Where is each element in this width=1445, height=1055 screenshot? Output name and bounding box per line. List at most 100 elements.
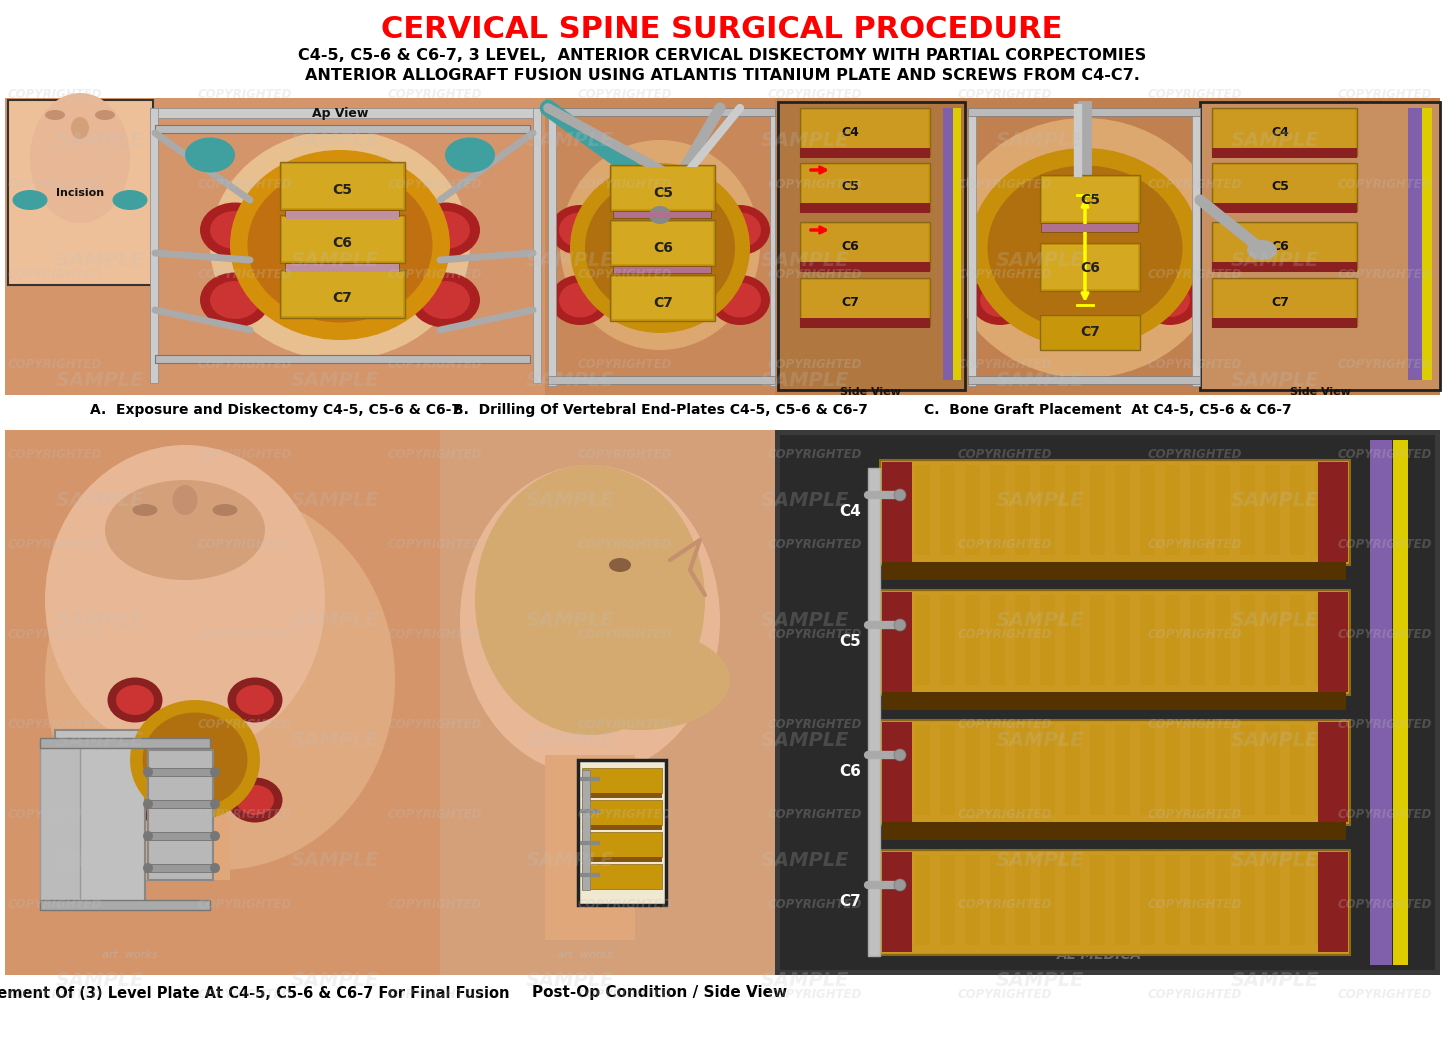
Bar (582, 800, 662, 825)
Text: COPYRIGHTED: COPYRIGHTED (198, 989, 292, 1001)
Text: COPYRIGHTED: COPYRIGHTED (7, 269, 103, 282)
Ellipse shape (236, 785, 275, 816)
Ellipse shape (212, 504, 237, 516)
Text: COPYRIGHTED: COPYRIGHTED (958, 538, 1052, 552)
Text: SAMPLE: SAMPLE (526, 131, 614, 150)
Text: C5: C5 (332, 183, 353, 197)
Ellipse shape (172, 485, 198, 515)
Text: SAMPLE: SAMPLE (56, 971, 144, 990)
Ellipse shape (720, 283, 762, 318)
Bar (144, 800, 215, 808)
Bar (1040, 315, 1140, 350)
Ellipse shape (230, 150, 449, 340)
Bar (802, 165, 928, 207)
Bar (1212, 262, 1357, 272)
Bar (941, 725, 955, 816)
Text: SAMPLE: SAMPLE (1231, 250, 1319, 269)
Bar (582, 770, 590, 890)
Bar (1140, 465, 1155, 555)
Bar (1040, 175, 1140, 223)
Bar (582, 857, 662, 862)
Bar (582, 793, 662, 798)
Bar (1065, 855, 1079, 945)
Text: C4: C4 (1272, 126, 1289, 138)
Bar (915, 595, 931, 685)
Text: COPYRIGHTED: COPYRIGHTED (578, 538, 672, 552)
Text: COPYRIGHTED: COPYRIGHTED (1338, 269, 1432, 282)
Bar (1014, 855, 1030, 945)
Bar (944, 108, 954, 380)
Ellipse shape (1150, 283, 1191, 316)
Ellipse shape (980, 213, 1020, 247)
Text: COPYRIGHTED: COPYRIGHTED (387, 269, 483, 282)
Circle shape (210, 767, 220, 776)
Circle shape (894, 490, 906, 501)
Bar (1318, 852, 1348, 952)
Text: COPYRIGHTED: COPYRIGHTED (958, 629, 1052, 641)
Text: C6: C6 (332, 236, 353, 250)
Bar (282, 164, 403, 208)
Bar (990, 725, 1006, 816)
Ellipse shape (107, 677, 162, 723)
Text: SAMPLE: SAMPLE (526, 250, 614, 269)
Text: COPYRIGHTED: COPYRIGHTED (1338, 718, 1432, 731)
Bar (1165, 855, 1181, 945)
Text: COPYRIGHTED: COPYRIGHTED (1338, 178, 1432, 192)
Bar (55, 730, 144, 910)
Ellipse shape (420, 211, 470, 249)
Text: COPYRIGHTED: COPYRIGHTED (958, 269, 1052, 282)
Bar (548, 108, 775, 116)
Bar (282, 272, 403, 316)
Circle shape (143, 863, 153, 872)
Text: Post-Op Condition / Side View: Post-Op Condition / Side View (532, 985, 788, 1000)
Bar (915, 465, 931, 555)
Bar (890, 855, 905, 945)
Bar (881, 692, 1345, 710)
Bar (1264, 855, 1280, 945)
Text: SAMPLE: SAMPLE (56, 370, 144, 389)
Bar (1116, 855, 1130, 945)
Text: COPYRIGHTED: COPYRIGHTED (1147, 718, 1243, 731)
Ellipse shape (420, 281, 470, 319)
Bar (286, 264, 399, 272)
Text: C6: C6 (1079, 261, 1100, 275)
Bar (802, 224, 928, 266)
Bar (1140, 855, 1155, 945)
Bar (280, 270, 405, 318)
Bar (150, 108, 540, 118)
Bar (1116, 725, 1130, 816)
Text: SAMPLE: SAMPLE (526, 611, 614, 630)
Text: C5: C5 (653, 186, 673, 200)
Bar (880, 460, 1350, 565)
Bar (801, 164, 931, 211)
Text: SAMPLE: SAMPLE (290, 971, 379, 990)
Ellipse shape (559, 283, 601, 318)
Circle shape (210, 863, 220, 872)
Bar (282, 217, 403, 261)
Circle shape (143, 767, 153, 776)
Text: COPYRIGHTED: COPYRIGHTED (958, 808, 1052, 822)
Bar (1191, 855, 1205, 945)
Bar (1040, 243, 1140, 291)
Bar (881, 822, 1345, 840)
Bar (1090, 725, 1105, 816)
Ellipse shape (1150, 213, 1191, 247)
Bar (881, 722, 912, 822)
Bar (610, 275, 715, 321)
Bar (1290, 465, 1305, 555)
Text: C4: C4 (841, 126, 858, 138)
Text: COPYRIGHTED: COPYRIGHTED (767, 269, 863, 282)
Text: D.  Placement Of (3) Level Plate At C4-5, C5-6 & C6-7 For Final Fusion: D. Placement Of (3) Level Plate At C4-5,… (0, 985, 509, 1000)
Text: COPYRIGHTED: COPYRIGHTED (578, 448, 672, 461)
Bar (1165, 595, 1181, 685)
Text: A.  Exposure and Diskectomy C4-5, C5-6 & C6-7: A. Exposure and Diskectomy C4-5, C5-6 & … (90, 403, 461, 417)
Bar (802, 110, 928, 152)
Bar (582, 825, 662, 830)
Text: SAMPLE: SAMPLE (1231, 730, 1319, 749)
Circle shape (210, 799, 220, 809)
Ellipse shape (709, 275, 770, 325)
Text: COPYRIGHTED: COPYRIGHTED (387, 629, 483, 641)
Bar (1370, 440, 1392, 965)
Bar (610, 220, 715, 266)
Text: C5: C5 (840, 634, 861, 650)
